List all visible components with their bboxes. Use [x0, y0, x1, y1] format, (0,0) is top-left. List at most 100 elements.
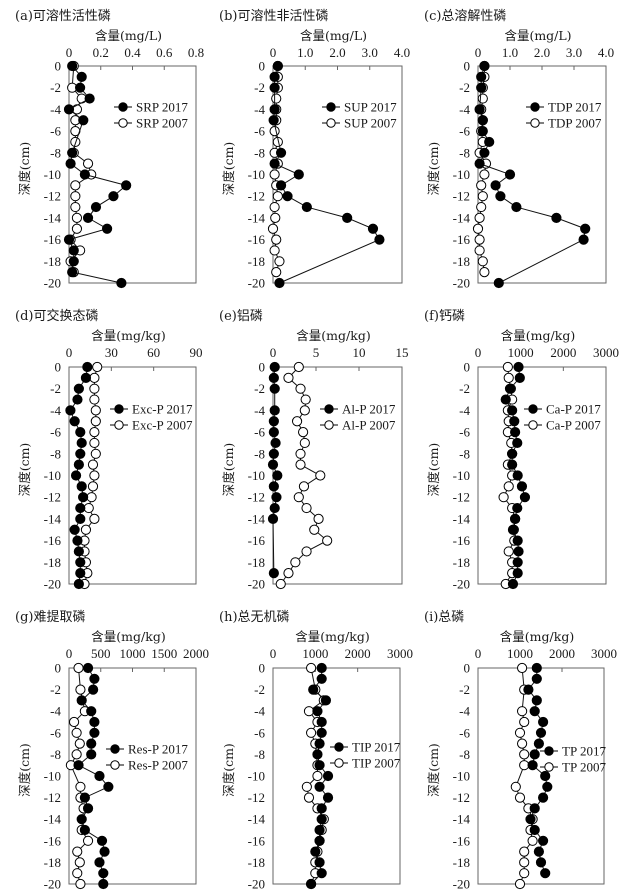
- panel-title: (c)总溶解性磷: [424, 9, 506, 24]
- legend-entry: Res-P 2007: [106, 758, 188, 773]
- legend-entry: TIP 2007: [330, 756, 401, 771]
- y-tick-label: -16: [44, 533, 62, 548]
- data-point-2007: [479, 169, 490, 180]
- y-tick-label: -12: [453, 790, 470, 805]
- data-point-2007: [90, 405, 101, 416]
- data-point-2007: [519, 868, 530, 879]
- y-tick-label: -20: [248, 276, 265, 291]
- data-point-2007: [312, 770, 323, 782]
- y-tick-label: -20: [44, 276, 61, 291]
- data-point-2017: [102, 223, 113, 234]
- data-point-2017: [551, 212, 562, 223]
- data-point-2017: [507, 459, 518, 470]
- legend-marker: [324, 404, 334, 414]
- data-point-2017: [108, 191, 119, 202]
- data-point-2007: [90, 416, 101, 427]
- x-tick-label: 3.0: [362, 45, 378, 60]
- y-tick-label: -2: [459, 381, 470, 396]
- data-point-2017: [510, 427, 521, 438]
- data-point-2007: [498, 492, 509, 503]
- data-point-2017: [67, 147, 78, 158]
- data-point-2007: [519, 846, 530, 857]
- y-tick-label: -16: [248, 232, 266, 247]
- data-point-2017: [75, 513, 86, 525]
- data-point-2017: [314, 857, 325, 868]
- data-point-2017: [533, 846, 545, 857]
- legend-marker: [118, 118, 128, 128]
- data-point-2007: [74, 738, 85, 749]
- data-point-2007: [86, 492, 97, 503]
- legend-marker: [118, 102, 128, 112]
- data-point-2007: [89, 513, 100, 525]
- data-point-2017: [477, 126, 488, 137]
- data-point-2017: [316, 868, 327, 879]
- y-tick-label: -12: [44, 490, 61, 505]
- x-tick-label: 4.0: [598, 45, 614, 60]
- x-tick-label: 2000: [345, 646, 371, 661]
- data-point-2017: [312, 749, 323, 760]
- x-tick-label: 4.0: [394, 45, 410, 60]
- data-point-2007: [503, 372, 514, 383]
- data-point-2017: [69, 416, 80, 427]
- data-point-2007: [303, 706, 315, 717]
- legend-entry: Al-P 2017: [320, 402, 396, 417]
- data-point-2017: [474, 158, 485, 169]
- legend-entry: TP 2007: [540, 760, 606, 775]
- x-tick-label: 2.0: [329, 45, 345, 60]
- x-tick-label: 1000: [508, 345, 534, 360]
- data-point-2007: [519, 857, 530, 868]
- x-tick-label: 1000: [120, 646, 146, 661]
- y-tick-label: -18: [453, 855, 470, 870]
- y-tick-label: 0: [464, 661, 471, 676]
- panel-title: (d)可交换态磷: [15, 308, 98, 324]
- panel-title: (g)难提取磷: [15, 609, 85, 625]
- data-point-2007: [503, 546, 514, 557]
- plot-frame: [477, 65, 607, 284]
- data-point-2017: [310, 846, 321, 857]
- y-tick-label: -8: [459, 747, 470, 762]
- legend-label: Ca-P 2017: [546, 402, 601, 417]
- data-point-2017: [94, 770, 105, 782]
- plot-frame: [68, 65, 197, 284]
- data-point-2017: [67, 267, 78, 278]
- data-point-2017: [86, 706, 97, 717]
- x-tick-label: 3000: [591, 646, 617, 661]
- data-point-2007: [290, 557, 301, 568]
- data-point-2007: [519, 749, 530, 760]
- y-tick-label: -6: [459, 725, 470, 740]
- panel-title: (i)总磷: [424, 610, 464, 625]
- data-point-2017: [519, 492, 531, 503]
- legend-entry: Res-P 2017: [106, 742, 188, 757]
- data-point-2017: [89, 673, 100, 684]
- data-point-2007: [72, 868, 83, 879]
- data-point-2017: [504, 383, 516, 394]
- data-point-2017: [500, 394, 511, 405]
- y-tick-label: 0: [259, 360, 266, 375]
- data-point-2007: [89, 470, 100, 481]
- y-tick-label: -18: [453, 555, 470, 570]
- legend-marker: [114, 420, 124, 430]
- y-tick-label: -10: [248, 167, 265, 182]
- series-line-2017: [272, 366, 278, 574]
- y-tick-label: 0: [55, 59, 62, 74]
- data-point-2017: [516, 481, 528, 492]
- data-point-2017: [269, 502, 280, 514]
- data-point-2017: [316, 814, 327, 825]
- data-point-2007: [301, 781, 312, 792]
- y-axis-label: 深度(cm): [221, 142, 236, 196]
- x-tick-label: 1.0: [502, 45, 518, 60]
- data-point-2007: [479, 267, 490, 278]
- data-point-2007: [275, 578, 286, 590]
- data-point-2017: [527, 760, 538, 771]
- x-tick-label: 10: [353, 345, 366, 360]
- y-axis-label: 深度(cm): [17, 743, 32, 797]
- plot-frame: [272, 366, 403, 585]
- data-point-2007: [271, 267, 282, 278]
- data-point-2007: [73, 662, 84, 674]
- x-tick-label: 3.0: [566, 45, 582, 60]
- y-tick-label: -16: [44, 232, 62, 247]
- data-point-2007: [519, 716, 530, 728]
- data-point-2017: [513, 546, 524, 557]
